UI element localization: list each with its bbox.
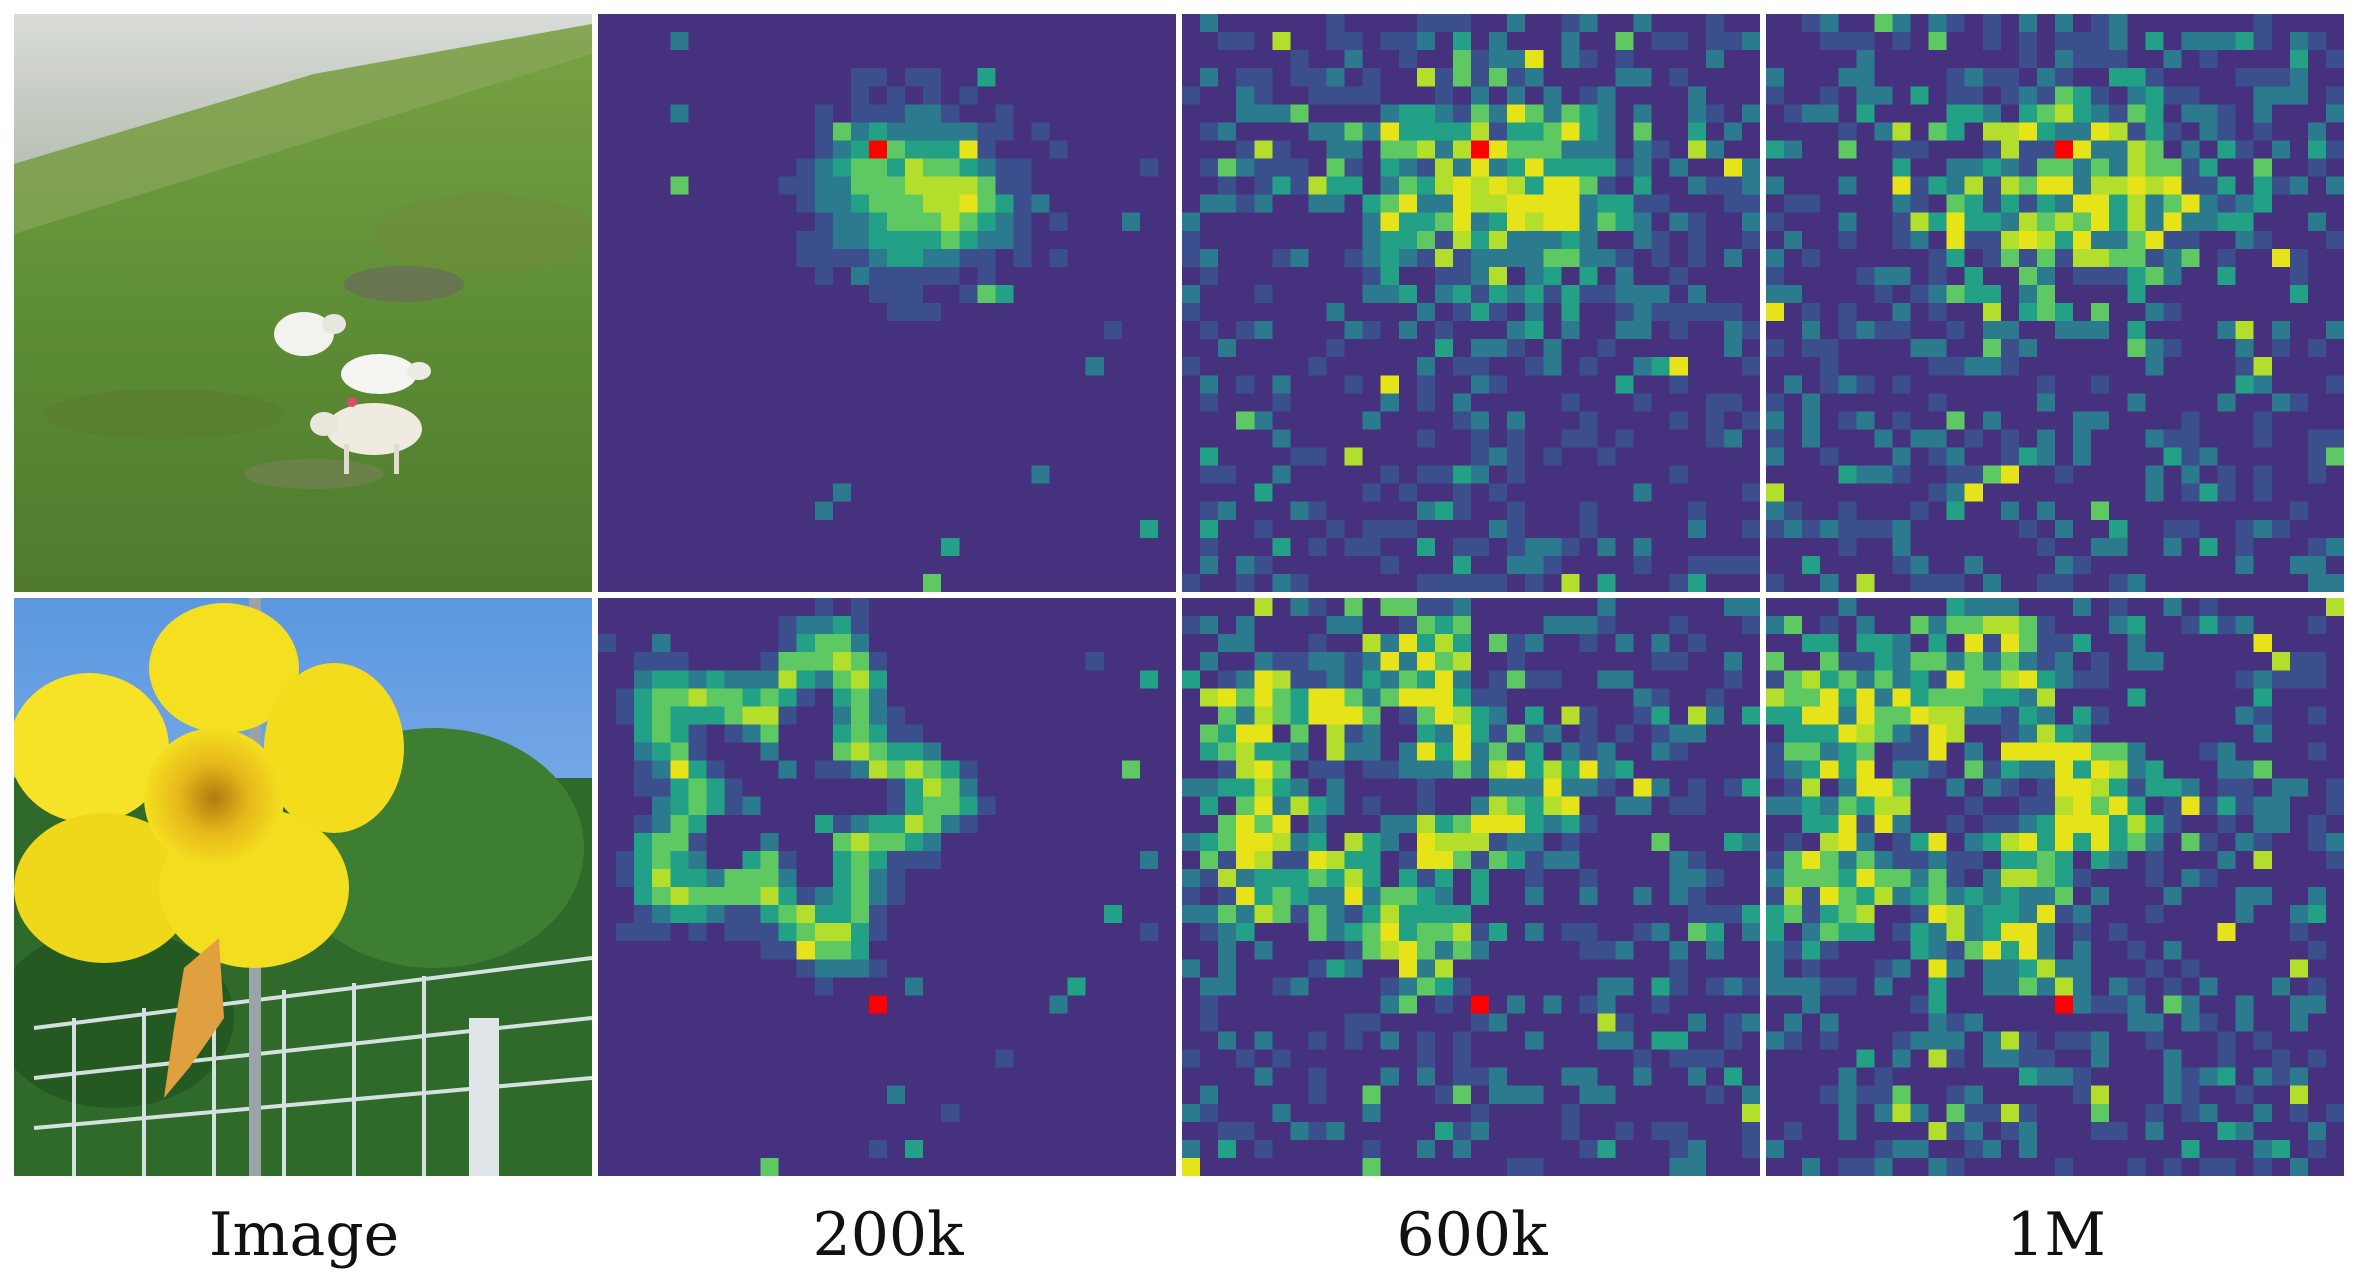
column-label-600k: 600k	[1396, 1200, 1548, 1270]
attention-map-flower-600k	[1182, 598, 1760, 1176]
query-patch-marker	[2055, 140, 2074, 159]
column-label-200k: 200k	[812, 1200, 964, 1270]
attention-map-flower-1m	[1766, 598, 2344, 1176]
column-label-1m: 1M	[2006, 1200, 2106, 1270]
query-patch-marker	[1471, 995, 1490, 1014]
attention-map-sheep-200k	[598, 14, 1176, 592]
query-patch-marker	[1471, 140, 1490, 159]
query-patch-marker	[868, 140, 887, 159]
photo-flower	[14, 598, 592, 1176]
attention-map-flower-200k	[598, 598, 1176, 1176]
attention-map-sheep-600k	[1182, 14, 1760, 592]
query-patch-marker	[868, 995, 887, 1014]
column-label-image: Image	[208, 1200, 400, 1270]
photo-sheep	[14, 14, 592, 592]
query-patch-marker	[2055, 995, 2074, 1014]
attention-map-sheep-1m	[1766, 14, 2344, 592]
